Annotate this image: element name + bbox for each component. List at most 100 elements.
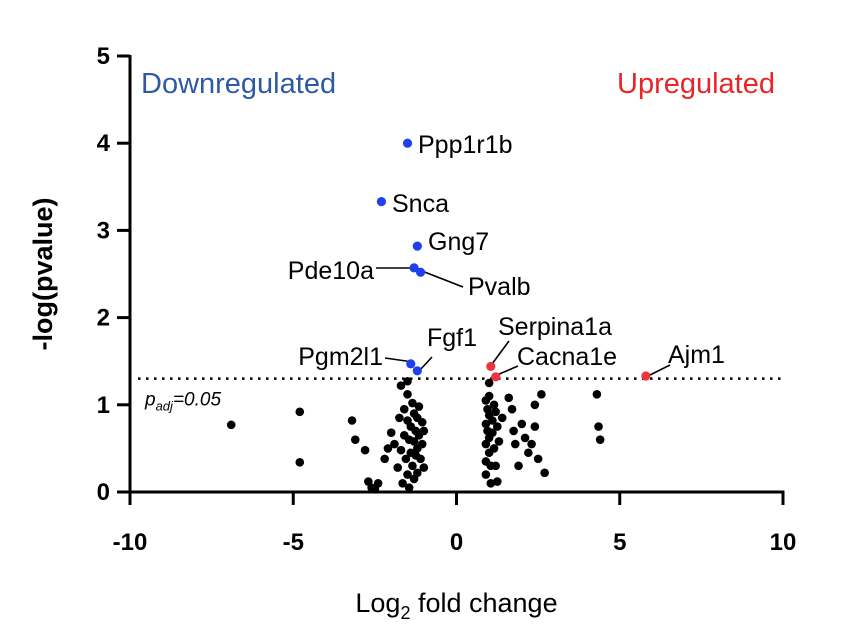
- data-point: [347, 416, 357, 425]
- x-axis-title: Log2 fold change: [355, 588, 557, 623]
- gene-label-cacna1e: Cacna1e: [517, 343, 617, 371]
- data-point: [413, 468, 422, 478]
- data-point: [380, 454, 389, 464]
- point-ajm1: [641, 371, 651, 381]
- gene-label-ppp1r1b: Ppp1r1b: [418, 131, 513, 159]
- data-point: [488, 428, 497, 438]
- point-ppp1r1b: [402, 138, 413, 148]
- threshold-label: padj=0.05: [144, 390, 221, 414]
- y-tick-label: 0: [97, 479, 110, 506]
- data-point: [489, 444, 499, 453]
- gene-label-ajm1: Ajm1: [668, 341, 725, 369]
- y-tick-label: 5: [97, 43, 110, 70]
- data-point: [398, 478, 407, 488]
- data-point: [533, 454, 543, 464]
- data-point: [373, 478, 383, 488]
- gene-label-pde10a: Pde10a: [288, 257, 374, 285]
- data-point: [360, 445, 370, 455]
- point-fgf1: [412, 366, 422, 376]
- data-point: [399, 404, 409, 414]
- data-point: [484, 391, 494, 401]
- significant-points: [376, 138, 651, 382]
- point-cacna1e: [491, 372, 501, 382]
- x-tick-label: 5: [613, 529, 626, 556]
- data-point: [401, 454, 411, 464]
- data-point: [403, 376, 412, 386]
- gene-label-fgf1: Fgf1: [427, 324, 477, 352]
- data-point: [595, 435, 605, 444]
- data-point: [396, 445, 406, 455]
- data-point: [295, 458, 305, 467]
- data-point: [520, 433, 530, 443]
- point-pvalb: [415, 267, 426, 277]
- y-tick-label: 4: [97, 130, 111, 157]
- point-snca: [376, 197, 387, 207]
- data-point: [540, 468, 549, 478]
- data-point: [493, 422, 502, 431]
- data-point: [404, 483, 414, 492]
- point-pgm2l1: [406, 359, 416, 369]
- data-point: [510, 439, 520, 449]
- y-axis-title: -log(pvalue): [28, 198, 58, 351]
- data-point: [350, 435, 360, 444]
- leader-pvalb: [421, 270, 464, 288]
- data-point: [491, 407, 500, 417]
- point-pde10a: [409, 263, 419, 273]
- data-point: [419, 463, 429, 472]
- y-tick-label: 3: [97, 217, 110, 244]
- data-point: [497, 413, 507, 423]
- gene-label-gng7: Gng7: [428, 228, 489, 256]
- leader-ajm1: [649, 364, 671, 376]
- data-point: [393, 463, 403, 472]
- data-point: [486, 478, 496, 488]
- data-point: [507, 404, 517, 414]
- data-point: [594, 422, 603, 431]
- data-point: [530, 422, 540, 431]
- data-point: [403, 470, 412, 479]
- data-point: [417, 439, 427, 449]
- data-point: [504, 393, 514, 403]
- data-point: [414, 402, 424, 411]
- x-tick-label: 10: [770, 529, 797, 556]
- region-label-upregulated: Upregulated: [617, 68, 775, 100]
- data-point: [491, 461, 500, 471]
- region-label-downregulated: Downregulated: [141, 68, 336, 100]
- data-point: [489, 400, 499, 410]
- gene-label-pgm2l1: Pgm2l1: [298, 343, 383, 371]
- y-tick-label: 2: [97, 305, 110, 332]
- point-gng7: [412, 241, 422, 251]
- data-point: [592, 390, 602, 399]
- data-point: [481, 470, 491, 479]
- x-axis: -10 -5 0 5 10: [113, 490, 797, 556]
- y-tick-label: 1: [97, 392, 110, 419]
- leader-fgf1: [419, 356, 433, 371]
- data-point: [416, 454, 425, 464]
- data-point: [537, 390, 546, 399]
- data-point: [409, 437, 419, 446]
- data-point: [396, 381, 406, 390]
- data-point: [383, 444, 393, 453]
- x-tick-label: 0: [450, 529, 463, 556]
- data-point: [524, 448, 533, 458]
- gene-label-serpina1a: Serpina1a: [498, 313, 612, 341]
- data-point: [408, 461, 417, 471]
- data-point: [484, 378, 494, 388]
- data-point: [408, 398, 417, 408]
- nonsignificant-points: [226, 376, 605, 494]
- x-tick-label: -5: [283, 529, 304, 556]
- leader-serpina1a: [491, 340, 510, 365]
- point-serpina1a: [486, 361, 496, 372]
- data-point: [390, 439, 399, 449]
- gene-label-pvalb: Pvalb: [468, 273, 531, 301]
- data-point: [226, 420, 236, 430]
- data-point: [530, 400, 540, 410]
- data-point: [386, 428, 396, 438]
- data-point: [419, 426, 429, 436]
- y-axis: 0 1 2 3 4 5: [97, 43, 132, 506]
- data-point: [488, 416, 497, 425]
- x-tick-label: -10: [113, 529, 148, 556]
- data-point: [295, 407, 305, 417]
- data-point: [395, 413, 404, 423]
- data-point: [509, 426, 518, 436]
